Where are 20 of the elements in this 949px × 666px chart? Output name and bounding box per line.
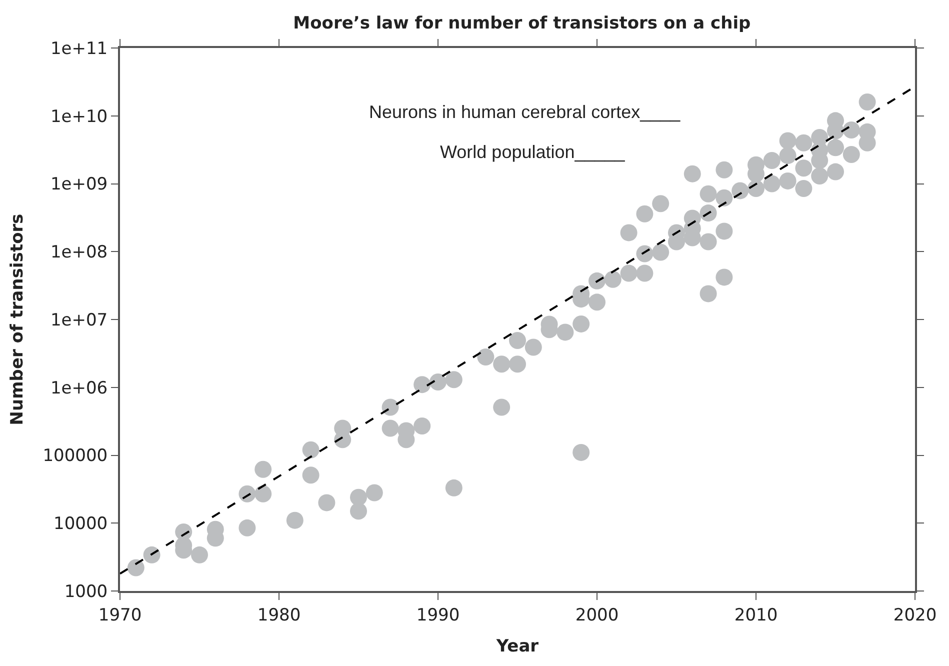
chart-title: Moore’s law for number of transistors on a chip	[293, 14, 751, 34]
y-tick-label: 100000	[42, 446, 108, 466]
y-tick-label: 1e+07	[50, 310, 108, 330]
x-tick-label: 1990	[416, 605, 460, 626]
x-tick-label: 1970	[98, 605, 142, 626]
x-tick-label: 1980	[257, 605, 301, 626]
y-tick-label: 10000	[54, 514, 108, 534]
x-tick-label: 2010	[734, 605, 778, 626]
annotation: World population_____	[440, 142, 626, 162]
y-tick-label: 1e+10	[50, 106, 108, 127]
annotation: Neurons in human cerebral cortex____	[369, 102, 682, 122]
y-tick-label: 1e+08	[50, 242, 108, 263]
y-tick-label: 1e+11	[50, 38, 108, 59]
y-axis-title: Number of transistors	[8, 214, 28, 426]
x-tick-label: 2020	[893, 605, 937, 626]
y-tick-label: 1000	[64, 582, 108, 602]
x-tick-label: 2000	[575, 605, 619, 626]
y-tick-label: 1e+09	[50, 174, 108, 195]
x-axis-title: Year	[495, 636, 540, 656]
y-tick-label: 1e+06	[50, 378, 108, 398]
